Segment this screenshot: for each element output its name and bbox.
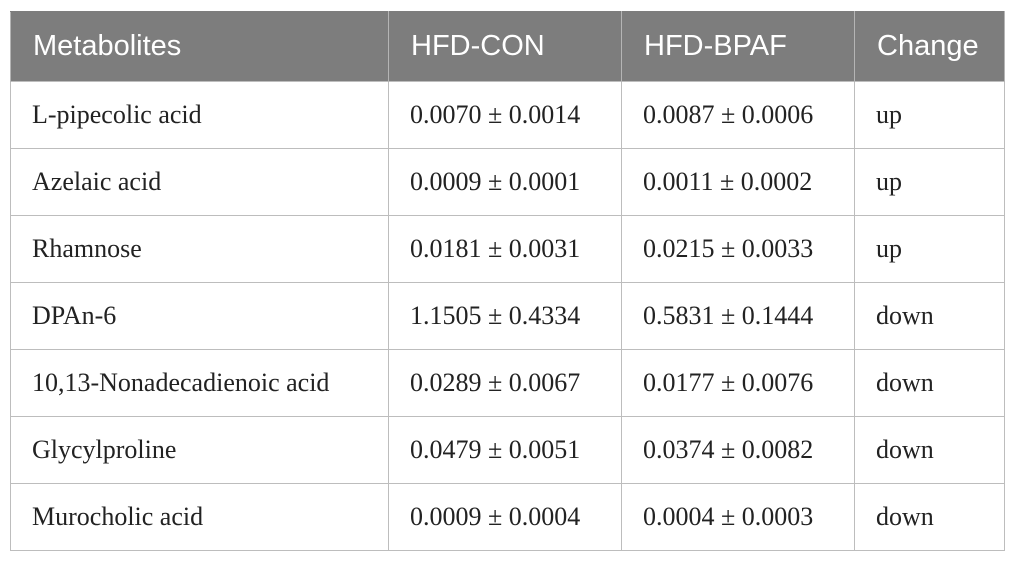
table-row: Glycylproline 0.0479 ± 0.0051 0.0374 ± 0… [10,416,1005,484]
cell-change: down [854,349,1005,417]
cell-metabolite: L-pipecolic acid [10,81,389,149]
cell-metabolite: DPAn-6 [10,282,389,350]
cell-hfd-bpaf: 0.0177 ± 0.0076 [621,349,855,417]
cell-change: down [854,483,1005,551]
cell-hfd-con: 0.0289 ± 0.0067 [388,349,622,417]
table-row: Azelaic acid 0.0009 ± 0.0001 0.0011 ± 0.… [10,148,1005,216]
table-body: L-pipecolic acid 0.0070 ± 0.0014 0.0087 … [10,81,1005,551]
cell-hfd-bpaf: 0.0374 ± 0.0082 [621,416,855,484]
cell-hfd-con: 0.0070 ± 0.0014 [388,81,622,149]
cell-change: down [854,282,1005,350]
header-row: Metabolites HFD-CON HFD-BPAF Change [10,11,1005,82]
cell-hfd-con: 0.0181 ± 0.0031 [388,215,622,283]
table-header: Metabolites HFD-CON HFD-BPAF Change [10,11,1005,82]
table-row: DPAn-6 1.1505 ± 0.4334 0.5831 ± 0.1444 d… [10,282,1005,350]
cell-hfd-con: 1.1505 ± 0.4334 [388,282,622,350]
header-hfd-con: HFD-CON [388,11,622,82]
cell-hfd-con: 0.0009 ± 0.0001 [388,148,622,216]
cell-metabolite: Murocholic acid [10,483,389,551]
cell-hfd-bpaf: 0.5831 ± 0.1444 [621,282,855,350]
header-hfd-bpaf: HFD-BPAF [621,11,855,82]
cell-metabolite: 10,13-Nonadecadienoic acid [10,349,389,417]
cell-metabolite: Glycylproline [10,416,389,484]
table-row: Murocholic acid 0.0009 ± 0.0004 0.0004 ±… [10,483,1005,551]
metabolites-table: Metabolites HFD-CON HFD-BPAF Change L-pi… [10,11,1005,551]
table-row: L-pipecolic acid 0.0070 ± 0.0014 0.0087 … [10,81,1005,149]
cell-change: up [854,148,1005,216]
table-row: Rhamnose 0.0181 ± 0.0031 0.0215 ± 0.0033… [10,215,1005,283]
metabolites-table-container: Metabolites HFD-CON HFD-BPAF Change L-pi… [10,11,1005,551]
cell-hfd-bpaf: 0.0215 ± 0.0033 [621,215,855,283]
header-metabolites: Metabolites [10,11,389,82]
cell-hfd-bpaf: 0.0011 ± 0.0002 [621,148,855,216]
cell-change: up [854,215,1005,283]
cell-hfd-bpaf: 0.0004 ± 0.0003 [621,483,855,551]
header-change: Change [854,11,1005,82]
cell-change: up [854,81,1005,149]
cell-hfd-con: 0.0009 ± 0.0004 [388,483,622,551]
table-row: 10,13-Nonadecadienoic acid 0.0289 ± 0.00… [10,349,1005,417]
cell-metabolite: Azelaic acid [10,148,389,216]
cell-metabolite: Rhamnose [10,215,389,283]
cell-hfd-con: 0.0479 ± 0.0051 [388,416,622,484]
cell-hfd-bpaf: 0.0087 ± 0.0006 [621,81,855,149]
cell-change: down [854,416,1005,484]
